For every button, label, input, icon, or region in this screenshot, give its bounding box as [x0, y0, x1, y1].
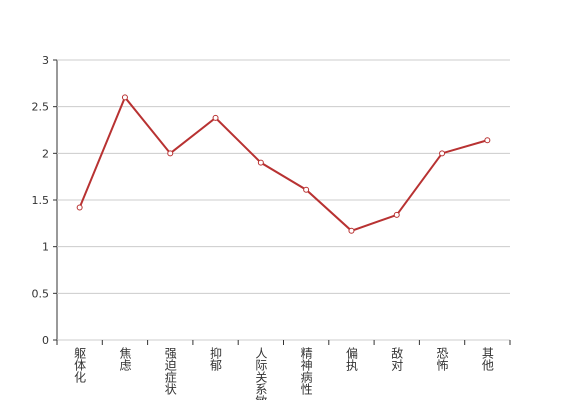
x-tick-label: 恐怖	[435, 347, 449, 371]
y-tick-label: 0	[42, 334, 49, 347]
x-tick-label: 抑郁	[209, 346, 223, 372]
x-tick-label: 精神病性	[299, 347, 313, 396]
y-tick-label: 1	[42, 241, 49, 254]
x-tick-label: 强迫症状	[163, 347, 177, 395]
y-tick-label: 3	[42, 54, 49, 67]
x-tick-label: 敌对	[390, 346, 404, 371]
x-tick-label: 人际关系敏感	[254, 347, 268, 400]
point	[121, 94, 128, 101]
point	[484, 137, 491, 144]
point	[439, 150, 446, 157]
x-tick-label: 其他	[480, 347, 494, 371]
x-tick-label: 偏执	[344, 346, 358, 372]
y-tick-label: 0.5	[32, 287, 50, 300]
point	[257, 159, 264, 166]
point	[212, 114, 219, 121]
point	[303, 186, 310, 193]
y-tick-label: 2	[42, 147, 49, 160]
point	[348, 227, 355, 234]
point	[167, 150, 174, 157]
point	[76, 204, 83, 211]
x-tick-label: 焦虑	[118, 347, 132, 371]
y-tick-label: 2.5	[32, 101, 50, 114]
y-tick-label: 1.5	[32, 194, 50, 207]
x-tick-label: 躯体化	[73, 346, 87, 384]
point	[393, 211, 400, 218]
line	[78, 95, 488, 232]
